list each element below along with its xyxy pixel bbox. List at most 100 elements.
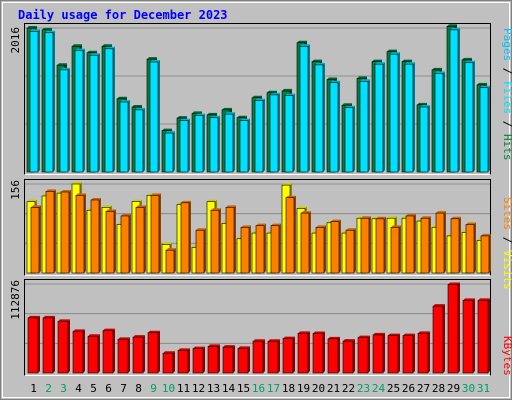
sites-bar-26 (405, 213, 416, 274)
files-bar-16-top (255, 98, 265, 101)
files-bar-19-side (308, 44, 310, 172)
sites-bar-31-top (481, 233, 491, 236)
day-label-20: 20 (312, 382, 325, 395)
hits-bar-2-top (42, 27, 52, 30)
files-bar-31 (479, 85, 490, 173)
kbytes-bar-9-face (147, 332, 159, 374)
sites-bar-17-face (270, 225, 280, 274)
files-bar-17-face (269, 94, 279, 173)
kbytes-bar-24-face (372, 334, 384, 374)
kbytes-bar-24-side (383, 332, 385, 373)
hits-bar-21-top (327, 77, 337, 80)
sites-bar-26-side (414, 213, 416, 273)
day-label-12: 12 (192, 382, 205, 395)
sites-bar-9-face (150, 195, 160, 274)
files-bar-8-side (143, 107, 145, 172)
day-label-17: 17 (267, 382, 280, 395)
sites-bar-29-side (459, 216, 461, 273)
kbytes-bar-5-top (88, 334, 100, 337)
files-bar-20-face (314, 64, 324, 173)
files-bar-7-top (120, 100, 130, 102)
files-bar-17-top (270, 92, 280, 95)
kbytes-bar-27-face (417, 333, 429, 374)
files-bar-10 (164, 131, 175, 173)
mid-legend: Sites / Visits (501, 197, 512, 290)
files-bar-21 (329, 80, 340, 173)
sites-bar-22-side (354, 228, 356, 273)
sites-bar-31-side (489, 233, 491, 273)
files-bar-14-face (224, 113, 234, 173)
hits-bar-25-top (387, 49, 397, 52)
sites-bar-11 (180, 200, 191, 274)
kbytes-bar-18-side (293, 336, 295, 373)
kbytes-bar-30-top (463, 298, 475, 301)
sites-bar-28-side (444, 211, 446, 273)
files-bar-2 (44, 30, 55, 173)
kbytes-bar-27-side (428, 331, 430, 373)
kbytes-bar-30-face (462, 300, 474, 374)
sites-bar-14-side (234, 205, 236, 273)
sites-bar-26-face (405, 215, 415, 274)
sites-bar-14-face (225, 207, 235, 274)
sites-bar-8 (135, 205, 146, 274)
sites-bar-15-face (240, 227, 250, 274)
sites-bar-23-face (360, 217, 370, 274)
kbytes-bar-4-top (73, 329, 85, 332)
sites-bar-5 (90, 197, 101, 274)
legend-files: Files (501, 81, 512, 114)
hits-bar-1-top (27, 26, 37, 28)
files-bar-18 (284, 93, 295, 173)
day-label-16: 16 (252, 382, 265, 395)
kbytes-bar-8-face (132, 336, 144, 374)
hits-bar-23-top (357, 76, 367, 79)
files-bar-5 (89, 53, 100, 173)
kbytes-bar-7-face (117, 339, 129, 374)
files-bar-13-side (218, 115, 220, 172)
kbytes-bar-5-side (98, 334, 100, 373)
sites-bar-2 (45, 189, 56, 274)
sites-bar-19 (300, 211, 311, 274)
files-bar-8-top (135, 107, 145, 110)
kbytes-bar-7-top (118, 337, 130, 340)
files-bar-1-side (38, 29, 40, 172)
sites-bar-16 (255, 223, 266, 274)
day-label-19: 19 (297, 382, 310, 395)
hits-bar-20-top (312, 59, 322, 62)
kbytes-bar-5 (87, 334, 100, 374)
files-bar-26-top (405, 62, 415, 65)
sites-bar-2-face (45, 191, 55, 274)
kbytes-bar-20-top (313, 331, 325, 334)
files-bar-30-top (465, 60, 475, 63)
files-bar-21-top (330, 80, 340, 83)
files-bar-16-face (254, 100, 264, 173)
legend-pages: Pages (501, 28, 512, 61)
kbytes-bar-30 (462, 298, 475, 374)
hits-bar-30-top (462, 57, 472, 60)
sites-bar-27 (420, 216, 431, 274)
files-bar-12-top (195, 113, 205, 116)
kbytes-bar-24-top (373, 332, 385, 335)
files-bar-13-top (210, 115, 220, 118)
kbytes-bar-14 (222, 345, 235, 374)
visits-bar-25-top (387, 216, 397, 219)
kbytes-bar-2-side (53, 315, 55, 373)
kbytes-bar-22-side (353, 339, 355, 373)
visits-bar-8-top (132, 199, 142, 202)
sites-bar-11-top (181, 200, 191, 203)
sites-bar-2-side (54, 189, 56, 273)
files-bar-31-side (488, 85, 490, 172)
kbytes-bar-18-face (282, 338, 294, 374)
kbytes-bar-24 (372, 332, 385, 374)
files-bar-28-face (434, 73, 444, 173)
files-bar-23-top (360, 79, 370, 82)
kbytes-bar-7 (117, 337, 130, 374)
hits-bar-12-top (192, 111, 202, 114)
sites-bar-17 (270, 223, 281, 274)
sites-bar-19-face (300, 212, 310, 274)
files-bar-7-side (128, 100, 130, 172)
files-bar-4-face (74, 50, 84, 173)
files-bar-20 (314, 62, 325, 173)
sites-bar-8-face (135, 207, 145, 274)
kbytes-bar-5-face (87, 335, 99, 374)
kbytes-bar-9 (147, 330, 160, 374)
